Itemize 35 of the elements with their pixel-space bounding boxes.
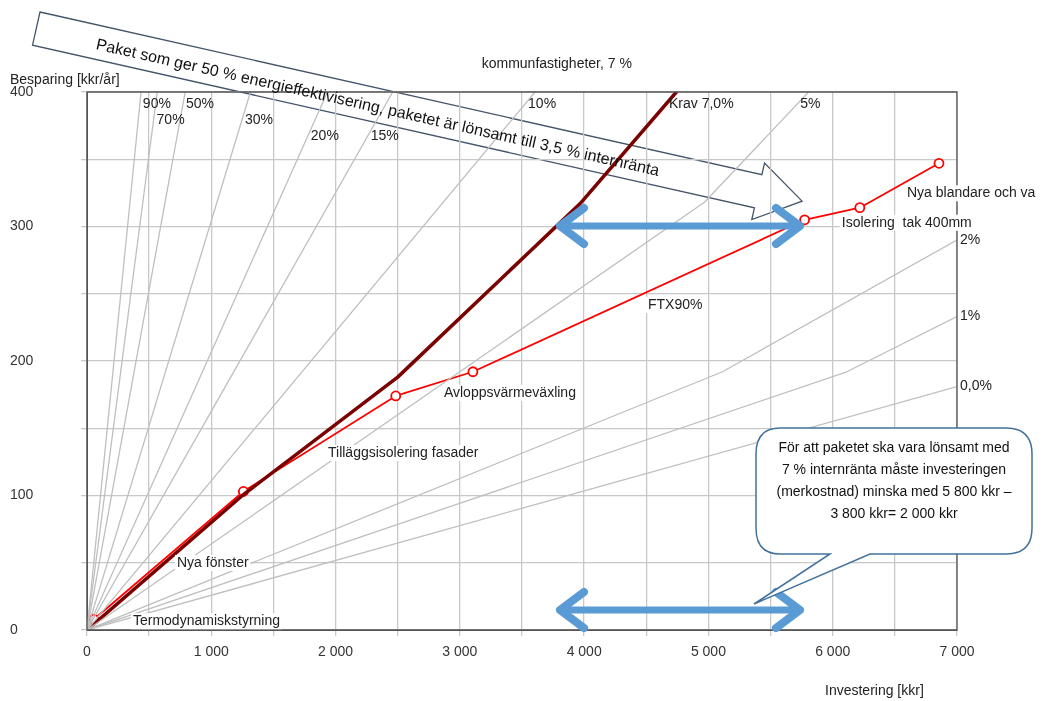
- series-label: 50%: [186, 94, 215, 111]
- annotation: Isolering tak 400mm: [841, 213, 972, 230]
- annotation: Tilläggsisolering fasader: [328, 443, 479, 460]
- series-label: 5%: [800, 94, 821, 111]
- x-tick-label: 7 000: [939, 643, 975, 660]
- x-axis-title: Investering [kkr]: [825, 681, 924, 698]
- y-tick-label: 300: [10, 217, 34, 234]
- annotation: För att paketet ska vara lönsamt med 7 % internränta måste investeringen (merkostnad) minska med 5 800 kkr – 3 800 kkr= 2 000 kkr: [776, 438, 1012, 523]
- annotation: Nya fönster: [177, 553, 249, 570]
- y-tick-label: 200: [10, 351, 34, 368]
- annotation: Nya blandare och va: [906, 184, 1036, 201]
- y-tick-label: 100: [10, 486, 34, 503]
- series-label: 1%: [960, 307, 981, 324]
- x-tick-label: 2 000: [318, 643, 354, 660]
- x-tick-label: 4 000: [566, 643, 602, 660]
- chart-title: kommunfastigheter, 7 %: [481, 54, 632, 71]
- x-tick-label: 5 000: [690, 643, 727, 660]
- series-label: 2%: [960, 230, 981, 247]
- series-label: 10%: [528, 94, 557, 111]
- annotation: Avloppsvärmeväxling: [443, 383, 576, 400]
- y-axis-title: Besparing [kkr/år]: [10, 70, 120, 87]
- x-tick-label: 1 000: [193, 643, 230, 660]
- annotation: Termodynamiskstyrning: [132, 612, 281, 629]
- x-tick-label: 3 000: [442, 643, 478, 660]
- y-tick-label: 0: [10, 620, 18, 637]
- x-tick-label: 0: [83, 643, 92, 660]
- series-label: 15%: [370, 126, 399, 143]
- x-tick-label: 6 000: [815, 643, 851, 660]
- series-label: 30%: [244, 110, 273, 127]
- series-label: Krav 7,0%: [669, 94, 734, 111]
- series-label: 20%: [310, 126, 339, 143]
- series-label: 90%: [142, 94, 171, 111]
- series-label: 0,0%: [960, 377, 992, 394]
- annotation: FTX90%: [648, 295, 703, 312]
- series-label: 70%: [156, 110, 185, 127]
